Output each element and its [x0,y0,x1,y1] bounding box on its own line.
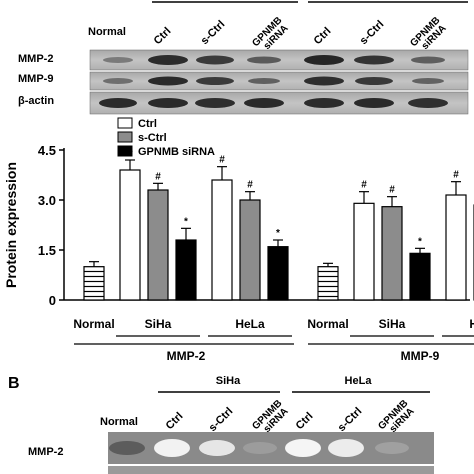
band [408,98,448,108]
y-tick-label: 4.5 [38,143,56,158]
band [103,57,133,63]
band [304,98,344,108]
bar [211,179,233,301]
legend-swatch [117,131,133,143]
band [304,55,344,65]
x-subgroup-label: Normal [307,317,348,331]
bar [147,189,169,301]
blot-b-lane-label: Ctrl [164,410,186,432]
significance-mark: # [219,155,225,166]
bar [119,169,141,301]
band [199,440,235,456]
blot-b-group-label-siha: SiHa [216,375,241,387]
band [99,98,137,108]
x-labels: Normal SiHa HeLa MMP-2 Normal SiHa HeLa MMP-9 [73,317,474,363]
significance-mark: # [389,185,395,196]
band [328,439,364,457]
band [247,56,281,64]
bar [353,202,375,301]
bar [317,266,339,301]
y-axis-label: Protein expression [3,162,19,288]
y-tick-label: 0 [49,293,56,308]
blot-top-lane-label: s-Ctrl [358,18,387,47]
x-subgroup-label: HeLa [235,317,265,331]
band [148,55,188,65]
x-group-label: MMP-2 [167,349,206,363]
legend-label: s-Ctrl [138,132,167,144]
blot-top-row-label-mmp2: MMP-2 [18,53,53,65]
band [154,439,190,457]
panel-b-label: B [8,375,20,392]
bar [267,246,289,301]
blot-b: B SiHa HeLa Normal Ctrl s-Ctrl GPNMBsiRN… [8,375,434,474]
blot-b-group-label-hela: HeLa [345,375,373,387]
blot-top-row-label-mmp9: MMP-9 [18,73,53,85]
blot-top-lane-label: s-Ctrl [199,18,228,47]
blot-top-lane-label: Ctrl [152,25,174,47]
bar [381,206,403,301]
band [354,55,394,65]
x-subgroup-label: SiHa [145,317,172,331]
band [148,76,188,86]
band [243,442,277,454]
significance-mark: # [361,180,367,191]
band [412,78,444,84]
band [196,77,234,85]
blot-b-strip-lower [108,466,434,474]
legend-label: GPNMB siRNA [138,146,215,158]
band [355,77,393,85]
blot-b-lane-label-normal: Normal [100,416,138,428]
significance-mark: * [184,216,188,227]
bar [239,199,261,301]
legend-swatch [117,145,133,157]
band [304,76,344,86]
band [411,56,445,64]
bars: ##*##*##*##* [83,148,474,301]
band [248,78,280,84]
bar [409,252,431,301]
band [244,98,284,108]
band [285,439,321,457]
legend-label: Ctrl [138,118,157,130]
significance-mark: # [453,170,459,181]
blot-b-lane-label: s-Ctrl [336,405,365,434]
blot-b-lane-label: Ctrl [294,410,316,432]
bar-chart: Ctrl s-Ctrl GPNMB siRNA 0 1.5 3.0 4.5 Protein … [3,117,474,363]
legend-swatch [117,117,133,129]
x-subgroup-label: Normal [73,317,114,331]
significance-mark: * [418,236,422,247]
band [148,98,188,108]
band [103,78,133,84]
bar [83,266,105,301]
blot-top: Normal Ctrl s-Ctrl GPNMBsiRNA Ctrl s-Ctr… [18,1,469,115]
x-subgroup-label: HeLa [469,317,474,331]
legend: Ctrl s-Ctrl GPNMB siRNA [117,117,215,158]
y-tick-label: 1.5 [38,243,56,258]
bar [445,194,467,301]
x-group-label: MMP-9 [401,349,440,363]
blot-b-row-label-mmp2: MMP-2 [28,446,63,458]
blot-top-lane-label-normal: Normal [88,26,126,38]
significance-mark: * [276,228,280,239]
band [195,98,235,108]
x-subgroup-label: SiHa [379,317,406,331]
y-tick-label: 3.0 [38,193,56,208]
band [375,442,409,454]
band [196,55,234,65]
blot-b-lane-label: s-Ctrl [207,405,236,434]
band [109,441,145,455]
band [354,98,394,108]
significance-mark: # [247,180,253,191]
significance-mark: # [127,148,133,159]
bar [175,239,197,301]
blot-top-lane-label: Ctrl [312,25,334,47]
blot-top-row-label-actin: β-actin [18,95,54,107]
significance-mark: # [155,171,161,182]
